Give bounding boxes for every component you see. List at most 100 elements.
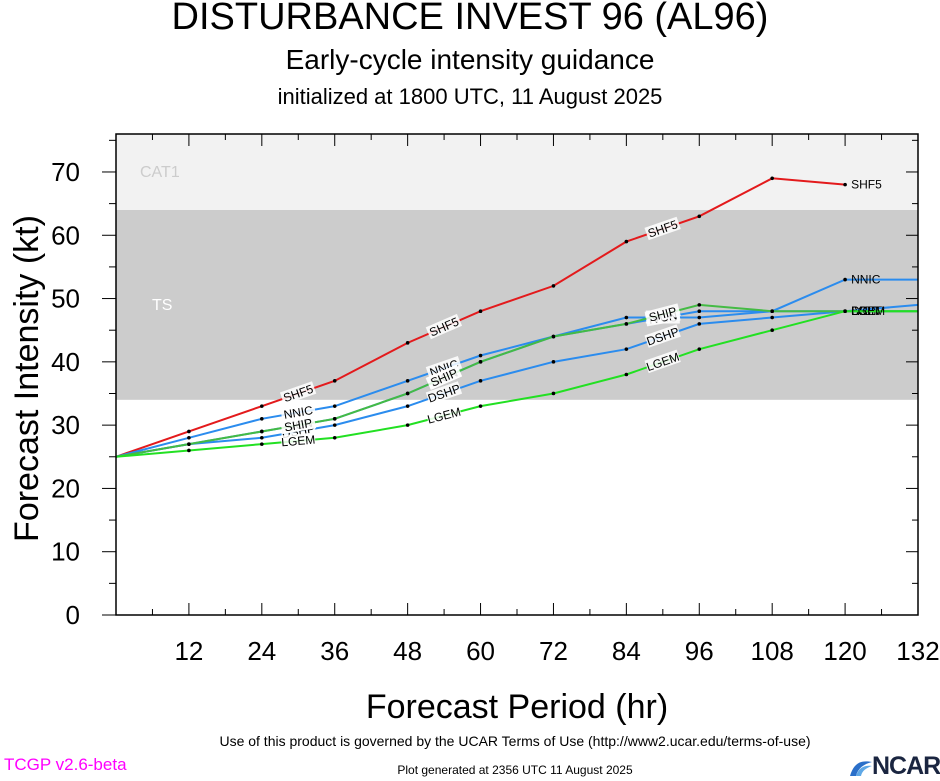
- series-point-ship: [770, 309, 774, 314]
- chart-title: DISTURBANCE INVEST 96 (AL96): [171, 0, 769, 38]
- series-point-shf5: [478, 309, 483, 314]
- y-tick-label: 60: [51, 220, 80, 250]
- x-tick-label: 12: [174, 636, 203, 666]
- series-point-lgem: [187, 448, 191, 453]
- series-label-bg-nnic: [425, 355, 463, 380]
- y-tick-label: 10: [51, 537, 80, 567]
- series-point-nnic: [843, 277, 847, 282]
- series-point-ship: [332, 417, 337, 421]
- series-label-bg-dshp: [425, 381, 463, 405]
- series-point-lgem: [697, 347, 702, 351]
- series-point-ship: [551, 334, 556, 339]
- series-label-lgem: LGEM: [281, 433, 316, 450]
- series-label-text-ship: SHIP: [283, 416, 313, 435]
- series-point-dshp: [332, 423, 337, 427]
- series-point-shf5: [770, 176, 774, 181]
- x-tick-label: 72: [539, 636, 568, 666]
- series-line-lgem: [115, 310, 918, 458]
- y-tick-label: 30: [51, 410, 80, 440]
- series-end-label-nnic: NNIC: [851, 273, 881, 287]
- series-label-text-ship: SHIP: [647, 304, 678, 325]
- series-label-bg-ship: [425, 364, 463, 390]
- series-point-nnic: [697, 315, 702, 320]
- x-tick-label: 24: [247, 636, 276, 666]
- series-end-label-shf5: SHF5: [851, 178, 882, 192]
- series-label-bg-dshp: [644, 324, 681, 348]
- band-label-cat1: CAT1: [140, 164, 180, 181]
- x-tick-label: 60: [466, 636, 495, 666]
- series-end-label-lgem: LGEM: [851, 304, 885, 318]
- band-label-ts: TS: [152, 297, 172, 314]
- series-label-bg-shf5: [279, 381, 317, 405]
- series-point-nnic: [478, 353, 483, 358]
- y-tick-label: 0: [66, 600, 80, 630]
- series-point-nnic: [405, 379, 410, 383]
- series-point-lgem: [551, 391, 556, 396]
- series-point-dshp: [551, 360, 556, 364]
- x-tick-label: 84: [612, 636, 641, 666]
- series-label-bg-lgem: [644, 349, 681, 374]
- series-line-dshp: [115, 310, 918, 458]
- series-label-bg-shf5: [425, 313, 463, 340]
- series-point-shf5: [697, 214, 702, 219]
- x-axis-label: Forecast Period (hr): [366, 688, 668, 726]
- y-tick-label: 70: [51, 157, 80, 187]
- series-point-nnic: [187, 435, 191, 440]
- series-point-nnic: [624, 315, 629, 320]
- x-tick-label: 108: [750, 636, 793, 666]
- init-time-text: initialized at 1800 UTC, 11 August 2025: [277, 84, 663, 109]
- series-point-shf5: [624, 239, 629, 244]
- series-point-ship: [697, 303, 702, 307]
- x-tick-label: 36: [320, 636, 349, 666]
- y-axis-label: Forecast Intensity (kt): [8, 215, 46, 542]
- series-point-ship: [624, 322, 629, 326]
- series-point-shf5: [260, 404, 264, 408]
- series-point-shf5: [332, 379, 337, 383]
- ncar-logo-mark: [850, 761, 872, 776]
- series-point-dshp: [624, 347, 629, 351]
- series-point-ship: [260, 429, 264, 434]
- series-label-lgem: LGEM: [426, 405, 462, 427]
- series-point-lgem: [405, 423, 410, 427]
- series-label-text-lgem: LGEM: [281, 433, 316, 450]
- y-tick-label: 50: [51, 284, 80, 314]
- series-point-shf5: [551, 284, 556, 288]
- series-label-text-lgem: LGEM: [426, 405, 462, 427]
- series-label-bg-lgem: [425, 404, 463, 426]
- series-label-ship: SHIP: [280, 415, 317, 435]
- series-point-ship: [478, 360, 483, 364]
- generated-timestamp: Plot generated at 2356 UTC 11 August 202…: [397, 763, 633, 777]
- series-label-ship: SHIP: [644, 303, 681, 325]
- band-cat1: [116, 134, 918, 210]
- series-point-shf5: [187, 429, 191, 434]
- series-line-ship: [115, 303, 918, 458]
- x-tick-label: 48: [393, 636, 422, 666]
- x-tick-label: 120: [823, 636, 866, 666]
- series-point-nnic: [332, 404, 337, 408]
- series-point-dshp: [770, 315, 774, 320]
- series-point-dshp: [478, 379, 483, 383]
- series-point-lgem: [843, 309, 847, 314]
- y-tick-label: 40: [51, 347, 80, 377]
- series-point-dshp: [405, 404, 410, 408]
- x-tick-label: 132: [896, 636, 939, 666]
- series-point-lgem: [478, 404, 483, 408]
- version-label: TCGP v2.6-beta: [4, 755, 127, 774]
- series-point-lgem: [770, 328, 774, 332]
- series-point-ship: [405, 391, 410, 396]
- series-point-ship: [187, 442, 191, 446]
- series-point-lgem: [260, 442, 264, 446]
- terms-of-use-text: Use of this product is governed by the U…: [219, 733, 811, 749]
- series-line-nnic: [115, 278, 918, 458]
- series-point-lgem: [624, 372, 629, 377]
- series-label-bg-shf5: [644, 216, 681, 241]
- series-label-bg-ship: [280, 415, 317, 434]
- series-point-shf5: [843, 182, 847, 187]
- series-label-bg-ship: [644, 303, 681, 325]
- series-point-nnic: [260, 417, 264, 421]
- series-label-bg-lgem: [280, 432, 316, 449]
- ncar-logo-text: NCAR: [872, 752, 940, 780]
- y-tick-label: 20: [51, 473, 80, 503]
- x-tick-label: 96: [685, 636, 714, 666]
- series-point-lgem: [332, 435, 337, 440]
